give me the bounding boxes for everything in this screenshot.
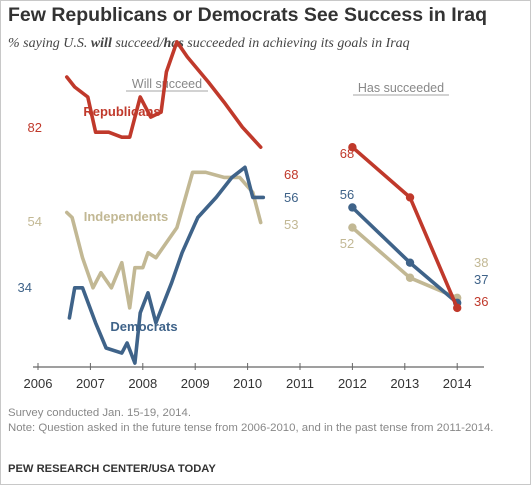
data-point-democrats xyxy=(348,203,357,212)
subtitle-part: % saying U.S. xyxy=(8,36,91,51)
data-point-democrats xyxy=(405,258,415,267)
x-tick-label: 2009 xyxy=(181,376,210,391)
value-label-independents: 52 xyxy=(340,236,354,251)
panel-header: Will succeed xyxy=(132,77,202,91)
value-label-democrats: 56 xyxy=(284,190,298,205)
series-line-independents xyxy=(65,170,263,310)
chart-subtitle: % saying U.S. will succeed/has succeeded… xyxy=(8,36,410,52)
value-label-independents: 54 xyxy=(28,214,42,229)
subtitle-part: succeeded in achieving its goals in Iraq xyxy=(183,36,410,51)
x-tick-label: 2010 xyxy=(233,376,262,391)
data-point-republicans xyxy=(348,143,357,152)
value-label-republicans: 36 xyxy=(474,294,488,309)
series-name-republicans: Republicans xyxy=(83,104,160,119)
series-line-republicans xyxy=(65,39,263,149)
value-label-independents: 53 xyxy=(284,217,298,232)
data-point-republicans xyxy=(453,303,462,313)
x-tick-label: 2006 xyxy=(24,376,53,391)
value-label-independents: 38 xyxy=(474,255,488,270)
tense-note: Note: Question asked in the future tense… xyxy=(8,422,494,434)
value-label-democrats: 56 xyxy=(340,187,354,202)
x-tick-label: 2007 xyxy=(76,376,105,391)
series-line-democrats xyxy=(67,165,266,365)
value-label-republicans: 68 xyxy=(284,167,298,182)
value-label-republicans: 68 xyxy=(340,146,354,161)
data-point-independents xyxy=(405,273,415,282)
data-point-independents xyxy=(348,223,357,232)
x-tick-label: 2013 xyxy=(390,376,419,391)
x-tick-label: 2008 xyxy=(128,376,157,391)
panel-header: Has succeeded xyxy=(358,81,444,95)
data-point-republicans xyxy=(405,193,415,202)
x-tick-label: 2012 xyxy=(338,376,367,391)
subtitle-part: succeed/ xyxy=(111,36,164,51)
x-tick-label: 2014 xyxy=(443,376,472,391)
value-label-democrats: 34 xyxy=(18,280,32,295)
series-line-democrats xyxy=(350,205,460,305)
line-chart: 2006 2007 2008 2009 2010 2011 2012 2013 2014 Will… xyxy=(18,39,488,391)
chart-title: Few Republicans or Democrats See Success… xyxy=(8,4,488,26)
x-tick-label: 2011 xyxy=(286,376,314,391)
value-label-democrats: 37 xyxy=(474,272,488,287)
source-credit: PEW RESEARCH CENTER/USA TODAY xyxy=(8,463,216,475)
survey-note: Survey conducted Jan. 15-19, 2014. xyxy=(8,407,192,419)
series-name-democrats: Democrats xyxy=(110,319,177,334)
series-line-republicans xyxy=(350,145,460,310)
value-label-republicans: 82 xyxy=(28,120,42,135)
subtitle-emphasis-will: will xyxy=(90,36,112,51)
series-name-independents: Independents xyxy=(84,209,169,224)
